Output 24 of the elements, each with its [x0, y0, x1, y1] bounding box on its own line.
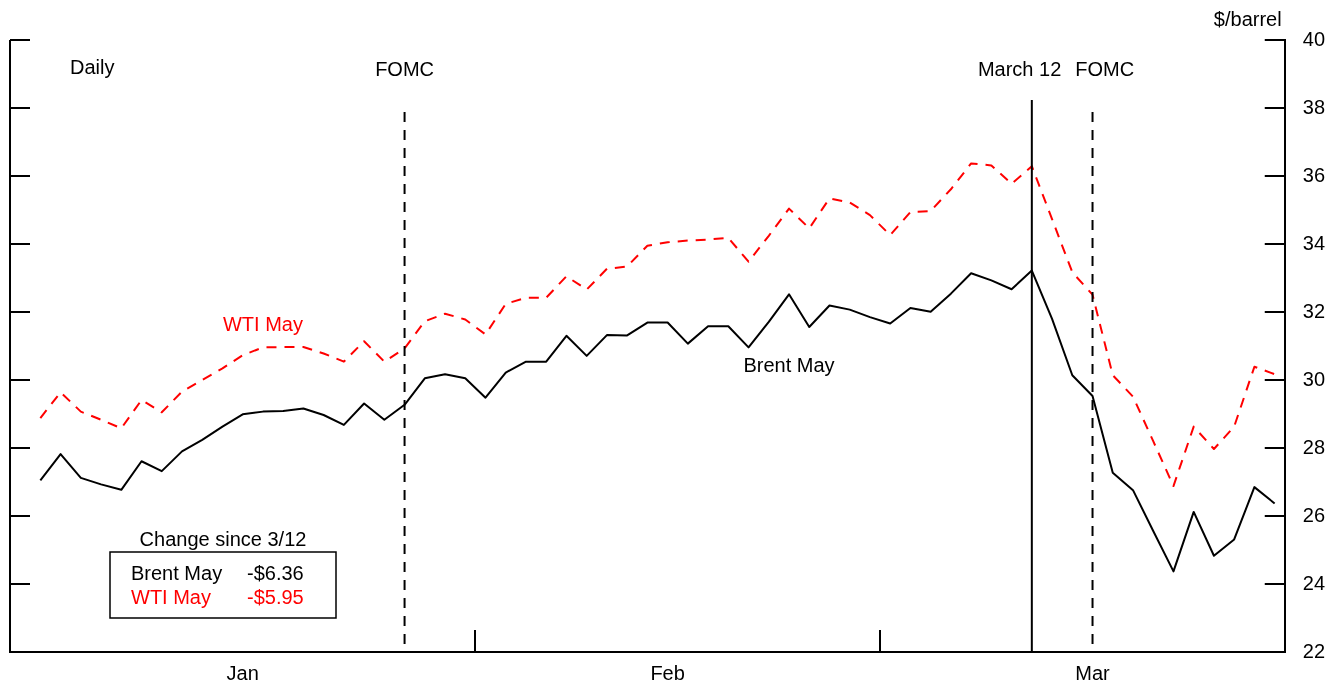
- x-tick-label: Jan: [226, 661, 259, 684]
- series-label: WTI May: [222, 312, 303, 335]
- y-tick-label: 30: [1302, 367, 1325, 390]
- text: Brent May -$6.36: [131, 561, 304, 584]
- y-tick-label: 24: [1302, 571, 1325, 594]
- y-tick-label: 28: [1302, 435, 1325, 458]
- y-tick-label: 26: [1302, 503, 1325, 526]
- x-tick-label: Feb: [650, 661, 685, 684]
- annotation: Daily: [70, 55, 115, 78]
- annotation: FOMC: [375, 57, 435, 80]
- annotation: March 12: [977, 57, 1062, 80]
- y-axis-title: $/barrel: [1213, 7, 1282, 30]
- y-tick-label: 38: [1302, 95, 1325, 118]
- line-series: [39, 162, 1276, 488]
- annotation: Change since 3/12: [139, 527, 307, 550]
- y-tick-label: 40: [1302, 27, 1325, 50]
- text: WTI May -$5.95: [131, 585, 304, 608]
- y-tick-label: 34: [1302, 231, 1325, 254]
- y-tick-label: 32: [1302, 299, 1325, 322]
- annotation: FOMC: [1075, 57, 1135, 80]
- y-tick-label: 22: [1302, 639, 1325, 662]
- series-label: Brent May: [743, 353, 835, 376]
- y-tick-label: 36: [1302, 163, 1325, 186]
- x-tick-label: Mar: [1075, 661, 1111, 684]
